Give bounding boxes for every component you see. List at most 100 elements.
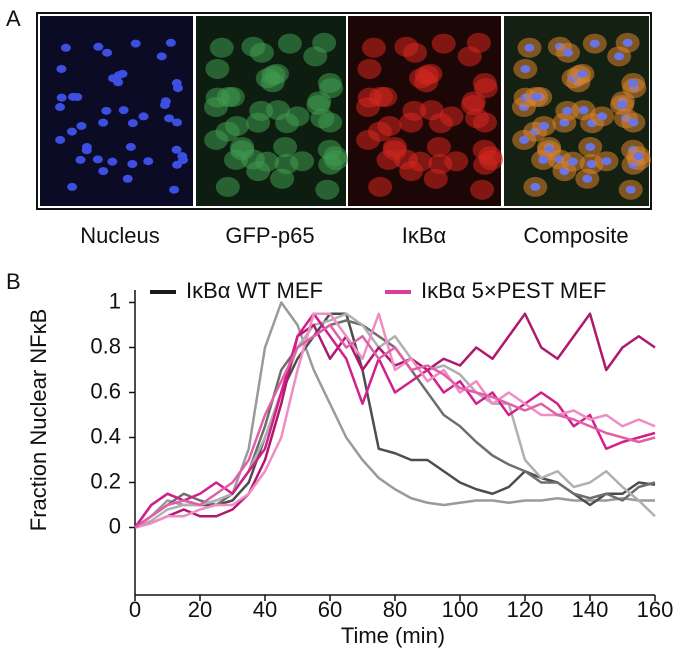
- cell: [472, 112, 497, 133]
- cell: [361, 37, 386, 58]
- nucleus: [67, 182, 78, 191]
- cell: [377, 115, 402, 136]
- cell: [277, 33, 302, 54]
- x-tick-label: 100: [442, 597, 479, 622]
- nucleus: [578, 106, 589, 115]
- cell: [205, 58, 230, 79]
- cell: [216, 86, 241, 107]
- nucleus: [127, 119, 138, 128]
- cell: [303, 46, 328, 67]
- x-tick-label: 120: [507, 597, 544, 622]
- legend-label: IκBα WT MEF: [186, 278, 323, 303]
- x-tick-label: 0: [129, 597, 141, 622]
- nucleus: [614, 52, 625, 61]
- x-tick-label: 40: [253, 597, 277, 622]
- cell: [368, 176, 393, 197]
- y-axis-title: Fraction Nuclear NFκB: [26, 309, 51, 532]
- nucleus: [597, 112, 608, 121]
- cell: [215, 176, 240, 197]
- cell: [323, 146, 348, 167]
- nucleus: [171, 145, 182, 154]
- nucleus: [125, 142, 136, 151]
- trace: [134, 323, 656, 529]
- trace: [134, 312, 656, 529]
- nucleus: [138, 112, 149, 121]
- cell: [376, 149, 401, 170]
- nucleus: [172, 160, 183, 169]
- nucleus: [130, 39, 141, 48]
- cell: [224, 149, 249, 170]
- cell: [249, 42, 274, 63]
- cell: [249, 100, 274, 121]
- nucleus: [567, 157, 578, 166]
- nucleus: [171, 118, 182, 127]
- nucleus: [563, 48, 574, 57]
- trace: [134, 312, 656, 529]
- nucleus: [93, 42, 104, 51]
- nucleus: [164, 114, 175, 123]
- nucleus: [625, 185, 636, 194]
- nucleus: [107, 157, 118, 166]
- nucleus: [108, 74, 119, 83]
- cell: [460, 95, 485, 116]
- nucleus: [127, 160, 138, 169]
- nucleus: [539, 121, 550, 130]
- nucleus: [589, 39, 600, 48]
- nucleus: [55, 135, 66, 144]
- cell: [209, 37, 234, 58]
- cell: [444, 151, 469, 172]
- cell: [204, 129, 229, 150]
- nucleus: [56, 93, 67, 102]
- cell: [369, 86, 394, 107]
- cell: [318, 112, 343, 133]
- cell: [431, 33, 456, 54]
- cell: [290, 151, 315, 172]
- nucleus: [68, 92, 79, 101]
- cell: [317, 73, 342, 94]
- nucleus: [169, 185, 180, 194]
- nucleus: [628, 79, 639, 88]
- y-tick-label: 0.8: [90, 333, 121, 358]
- nucleus: [122, 174, 133, 183]
- nucleus: [538, 155, 549, 164]
- x-tick-label: 140: [572, 597, 609, 622]
- cell: [457, 46, 482, 67]
- cell: [224, 115, 249, 136]
- cell: [357, 58, 382, 79]
- y-tick-label: 0.2: [90, 468, 121, 493]
- nucleus: [177, 152, 188, 161]
- x-tick-label: 160: [637, 597, 674, 622]
- caption: IκBα: [402, 223, 447, 248]
- cell: [478, 146, 503, 167]
- panel-label: A: [6, 6, 21, 31]
- micrographs: [40, 16, 651, 206]
- nucleus: [55, 103, 66, 112]
- nucleus: [562, 106, 573, 115]
- nucleus: [101, 106, 112, 115]
- nucleus: [98, 167, 109, 176]
- nucleus: [531, 92, 542, 101]
- cell: [270, 168, 295, 189]
- nucleus: [143, 157, 154, 166]
- caption: Composite: [523, 223, 628, 248]
- nucleus: [617, 101, 628, 110]
- nucleus: [102, 48, 113, 57]
- cell: [306, 95, 331, 116]
- caption: GFP-p65: [225, 223, 314, 248]
- cell: [423, 168, 448, 189]
- nucleus: [76, 121, 87, 130]
- nucleus: [622, 38, 633, 47]
- nucleus: [60, 43, 71, 52]
- y-tick-label: 1: [109, 288, 121, 313]
- nucleus: [156, 52, 167, 61]
- nucleus: [165, 38, 176, 47]
- nucleus: [586, 160, 597, 169]
- x-tick-label: 80: [383, 597, 407, 622]
- nucleus: [98, 118, 109, 127]
- nucleus: [582, 174, 593, 183]
- nucleus: [66, 127, 77, 136]
- cell: [426, 136, 451, 157]
- cell: [273, 136, 298, 157]
